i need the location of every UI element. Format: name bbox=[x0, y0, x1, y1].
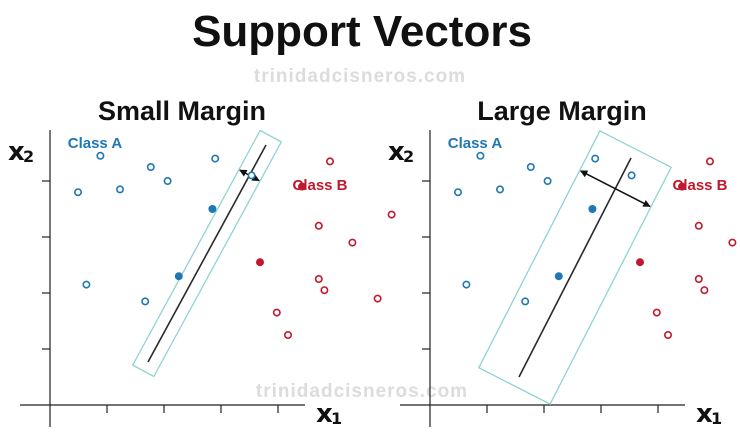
class-b-point bbox=[663, 330, 672, 339]
class-b-point bbox=[728, 238, 737, 247]
watermark-top: trinidadcisneros.com bbox=[254, 66, 466, 87]
axes bbox=[400, 130, 685, 427]
class-b-point bbox=[348, 238, 357, 247]
class-a-point bbox=[591, 154, 600, 163]
panel-large-margin: Large Margin Class A Class B x 2 x 1 bbox=[388, 96, 737, 429]
watermark-bottom: trinidadcisneros.com bbox=[256, 381, 468, 402]
class-a-point bbox=[163, 177, 172, 186]
margin-width-arrow bbox=[579, 170, 651, 208]
class-a-support-vector bbox=[208, 205, 217, 213]
x-axis-label: x 1 bbox=[316, 399, 342, 429]
class-b-support-vector bbox=[636, 258, 644, 267]
panel-small-margin: Small Margin Class A Class B x 2 x 1 bbox=[8, 96, 396, 429]
class-b-point bbox=[694, 221, 703, 230]
class-a-support-vector bbox=[554, 272, 563, 281]
class-b-point bbox=[320, 286, 329, 295]
x-axis-var: x bbox=[316, 399, 333, 429]
class-b-point bbox=[705, 157, 714, 166]
class-b-support-vector bbox=[298, 182, 306, 191]
class-a-point bbox=[141, 297, 150, 306]
class-b-point bbox=[373, 294, 382, 303]
y-axis-label: x 2 bbox=[8, 137, 34, 167]
class-a-point bbox=[543, 177, 552, 186]
class-b-support-vector bbox=[256, 258, 264, 267]
page-title: Support Vectors bbox=[192, 7, 532, 56]
class-b-label: Class B bbox=[672, 177, 727, 194]
class-b-point bbox=[325, 157, 334, 166]
y-axis-var: x bbox=[388, 137, 405, 167]
decision-boundary bbox=[518, 157, 632, 378]
class-a-point bbox=[247, 171, 256, 180]
y-axis-var: x bbox=[8, 137, 25, 167]
class-a-point bbox=[462, 280, 471, 289]
y-axis-label: x 2 bbox=[388, 137, 414, 167]
data-points bbox=[453, 151, 737, 339]
class-b-point bbox=[652, 308, 661, 317]
data-points bbox=[74, 151, 396, 339]
class-a-label: Class A bbox=[448, 135, 503, 152]
class-b-point bbox=[694, 274, 703, 283]
x-axis-label: x 1 bbox=[696, 399, 722, 429]
class-a-point bbox=[211, 154, 220, 163]
class-a-point bbox=[74, 188, 83, 197]
class-a-point bbox=[476, 151, 485, 160]
panel-title: Small Margin bbox=[98, 96, 266, 126]
class-b-point bbox=[283, 330, 292, 339]
class-a-point bbox=[96, 151, 105, 160]
class-b-point bbox=[700, 286, 709, 295]
class-a-support-vector bbox=[588, 205, 597, 213]
panel-title: Large Margin bbox=[477, 96, 647, 126]
margin-box bbox=[131, 129, 283, 378]
class-a-point bbox=[521, 297, 530, 306]
x-axis-var: x bbox=[696, 399, 713, 429]
class-b-support-vector bbox=[678, 182, 686, 191]
class-a-point bbox=[146, 163, 155, 172]
axes bbox=[20, 130, 305, 427]
class-a-point bbox=[453, 188, 462, 197]
class-a-label: Class A bbox=[68, 135, 123, 152]
decision-boundary bbox=[147, 144, 267, 363]
class-b-point bbox=[387, 210, 396, 219]
class-b-point bbox=[314, 274, 323, 283]
x-axis-sub: 1 bbox=[711, 409, 722, 428]
y-axis-sub: 2 bbox=[403, 147, 414, 166]
x-axis-sub: 1 bbox=[331, 409, 342, 428]
class-a-support-vector bbox=[174, 272, 183, 281]
class-b-point bbox=[272, 308, 281, 317]
class-a-point bbox=[82, 280, 91, 289]
margin-box bbox=[477, 130, 673, 405]
class-a-point bbox=[526, 163, 535, 172]
class-a-point bbox=[495, 185, 504, 194]
class-b-label: Class B bbox=[292, 177, 347, 194]
class-b-point bbox=[314, 221, 323, 230]
margin-band bbox=[477, 130, 673, 405]
y-axis-sub: 2 bbox=[23, 147, 34, 166]
class-a-point bbox=[627, 171, 636, 180]
margin-band bbox=[131, 129, 283, 378]
class-a-point bbox=[116, 185, 125, 194]
